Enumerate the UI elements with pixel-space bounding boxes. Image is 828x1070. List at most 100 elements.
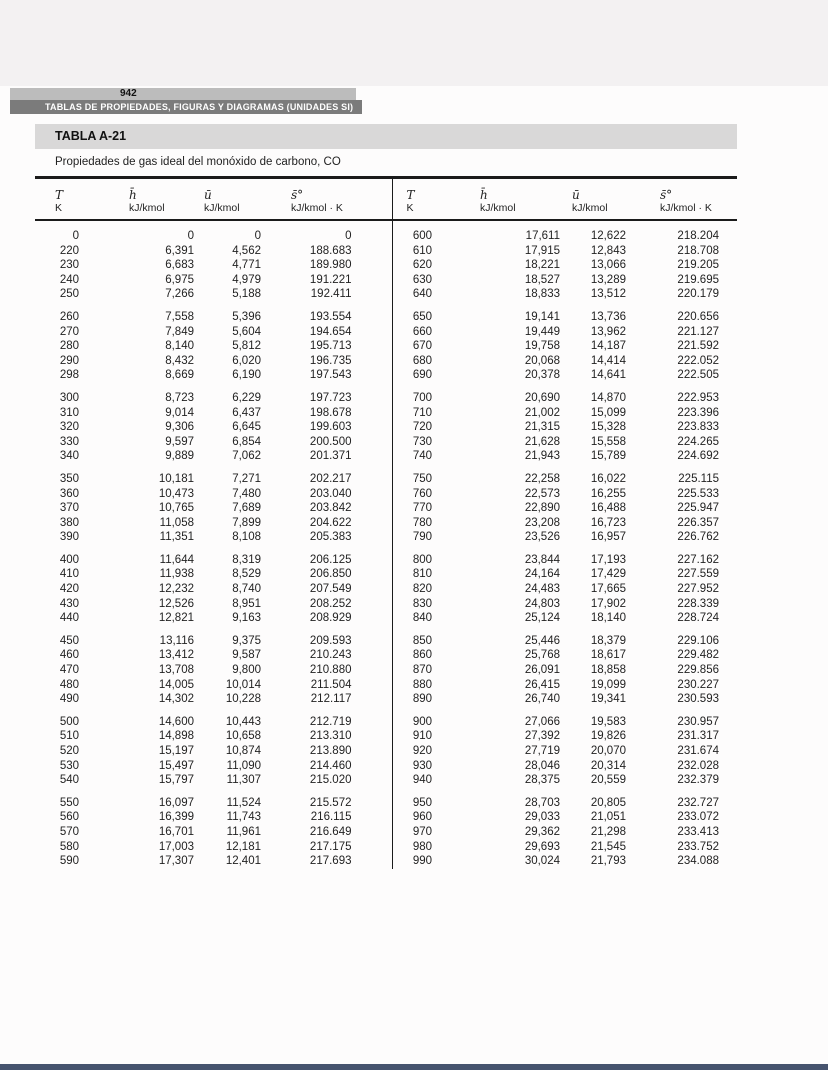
- table-header: T h̄ ū s̄° T h̄ ū s̄° K kJ/kmol kJ/kmol …: [35, 177, 737, 221]
- cell: 15,797: [158, 774, 194, 787]
- cell: 13,736: [590, 310, 626, 323]
- cell: 400: [59, 553, 79, 566]
- table-row: 350 10,181 7,271 202.217 750 22,258 16,022 225.…: [35, 463, 737, 487]
- table-row: 298 8,669 6,190 197.543 690 20,378 14,641 222.5…: [35, 368, 737, 383]
- cell: 890: [391, 692, 432, 707]
- cell: 205.383: [309, 531, 352, 544]
- table-row: 420 12,232 8,740 207.549 820 24,483 17,665 227.…: [35, 582, 737, 597]
- cell: 21,051: [590, 811, 626, 824]
- properties-table: T h̄ ū s̄° T h̄ ū s̄° K kJ/kmol kJ/kmol …: [35, 176, 737, 869]
- col-header-u-left: ū: [194, 178, 261, 202]
- cell: 222.052: [677, 354, 719, 367]
- cell: 28,046: [524, 759, 560, 772]
- table-row: 230 6,683 4,771 189.980 620 18,221 13,066 219.2…: [35, 258, 737, 273]
- cell: 228.339: [677, 597, 719, 610]
- cell: 320: [59, 421, 79, 434]
- table-row: 390 11,351 8,108 205.383 790 23,526 16,957 226.…: [35, 530, 737, 545]
- cell: 227.162: [677, 553, 719, 566]
- cell: 13,962: [590, 325, 626, 338]
- cell: 390: [59, 531, 79, 544]
- table-row: 330 9,597 6,854 200.500 730 21,628 15,558 224.2…: [35, 434, 737, 450]
- table-row: 440 12,821 9,163 208.929 840 25,124 18,140 228.…: [35, 611, 737, 626]
- cell: 11,961: [226, 825, 261, 838]
- table-row: 520 15,197 10,874 213.890 920 27,719 20,070 231…: [35, 744, 737, 759]
- cell: 480: [59, 678, 79, 691]
- cell: 5,188: [232, 288, 261, 301]
- cell: 11,058: [159, 516, 194, 529]
- cell: 20,070: [590, 745, 626, 757]
- table-row: 310 9,014 6,437 198.678 710 21,002 15,099 223.3…: [35, 405, 737, 421]
- table-row: 450 13,116 9,375 209.593 850 25,446 18,379 229.…: [35, 625, 737, 649]
- cell: 18,527: [524, 273, 560, 286]
- cell: 219.695: [677, 273, 719, 286]
- cell: 8,740: [232, 583, 261, 596]
- cell: 214.460: [309, 759, 352, 772]
- cell: 10,443: [225, 715, 261, 728]
- cell: 980: [391, 839, 432, 855]
- cell: 212.117: [310, 693, 352, 706]
- col-header-s-right: s̄°: [626, 178, 737, 202]
- cell: 590: [59, 855, 79, 868]
- cell: 232.727: [677, 796, 719, 809]
- cell: 194.654: [309, 325, 352, 338]
- cell: 12,622: [590, 230, 626, 242]
- table-row: 220 6,391 4,562 188.683 610 17,915 12,843 218.7…: [35, 243, 737, 259]
- table-row: 360 10,473 7,480 203.040 760 22,573 16,255 225.…: [35, 486, 737, 502]
- unit-header-row: K kJ/kmol kJ/kmol kJ/kmol · K K kJ/kmol …: [35, 202, 737, 221]
- cell: 10,874: [225, 745, 261, 757]
- cell: 22,890: [524, 502, 560, 515]
- table-row: 380 11,058 7,899 204.622 780 23,208 16,723 226.…: [35, 515, 737, 531]
- cell: 21,545: [590, 840, 626, 853]
- cell: 310: [59, 406, 79, 419]
- cell: 220: [59, 244, 79, 257]
- unit-kj-kmol-h-right: kJ/kmol: [432, 202, 560, 221]
- cell: 17,193: [590, 553, 626, 566]
- cell: 660: [391, 324, 432, 340]
- cell: 25,446: [524, 634, 560, 647]
- cell: 790: [391, 530, 432, 545]
- cell: 17,665: [590, 583, 626, 596]
- cell: 28,703: [524, 796, 560, 809]
- cell: 690: [391, 368, 432, 383]
- cell: 11,307: [226, 774, 261, 787]
- cell: 228.724: [677, 612, 719, 625]
- cell: 530: [59, 759, 79, 772]
- cell: 230.593: [677, 693, 719, 706]
- cell: 280: [59, 340, 79, 353]
- cell: 6,683: [165, 259, 194, 272]
- cell: 670: [391, 339, 432, 354]
- cell: 202.217: [309, 472, 352, 485]
- cell: 4,979: [232, 273, 261, 286]
- cell: 770: [391, 501, 432, 516]
- cell: 580: [59, 840, 79, 853]
- cell: 900: [391, 706, 432, 730]
- cell: 206.850: [309, 568, 352, 581]
- cell: 4,562: [232, 244, 261, 257]
- cell: 6,020: [232, 354, 261, 367]
- table-caption: Propiedades de gas ideal del monóxido de…: [55, 156, 341, 168]
- table-row: 300 8,723 6,229 197.723 700 20,690 14,870 222.9…: [35, 382, 737, 406]
- cell: 5,812: [232, 340, 261, 353]
- cell: 4,771: [232, 259, 261, 272]
- cell: 12,232: [158, 583, 194, 596]
- cell: 520: [59, 745, 79, 757]
- cell: 960: [391, 810, 432, 825]
- cell: 210.880: [309, 664, 352, 677]
- cell: 193.554: [309, 310, 352, 323]
- cell: 11,090: [226, 759, 261, 772]
- cell: 10,228: [225, 693, 261, 706]
- cell: 6,229: [232, 391, 261, 404]
- cell: 8,319: [232, 553, 261, 566]
- cell: 9,889: [165, 450, 194, 463]
- cell: 231.674: [677, 745, 719, 757]
- cell: 830: [391, 596, 432, 612]
- cell: 7,266: [165, 288, 194, 301]
- cell: 21,315: [524, 421, 560, 434]
- cell: 0: [187, 230, 194, 242]
- cell: 270: [59, 325, 79, 338]
- cell: 780: [391, 515, 432, 531]
- col-header-T-left: T: [35, 178, 79, 202]
- table-row: 250 7,266 5,188 192.411 640 18,833 13,512 220.1…: [35, 287, 737, 302]
- table-row: 460 13,412 9,587 210.243 860 25,768 18,617 229.…: [35, 648, 737, 664]
- cell: 13,412: [158, 649, 194, 662]
